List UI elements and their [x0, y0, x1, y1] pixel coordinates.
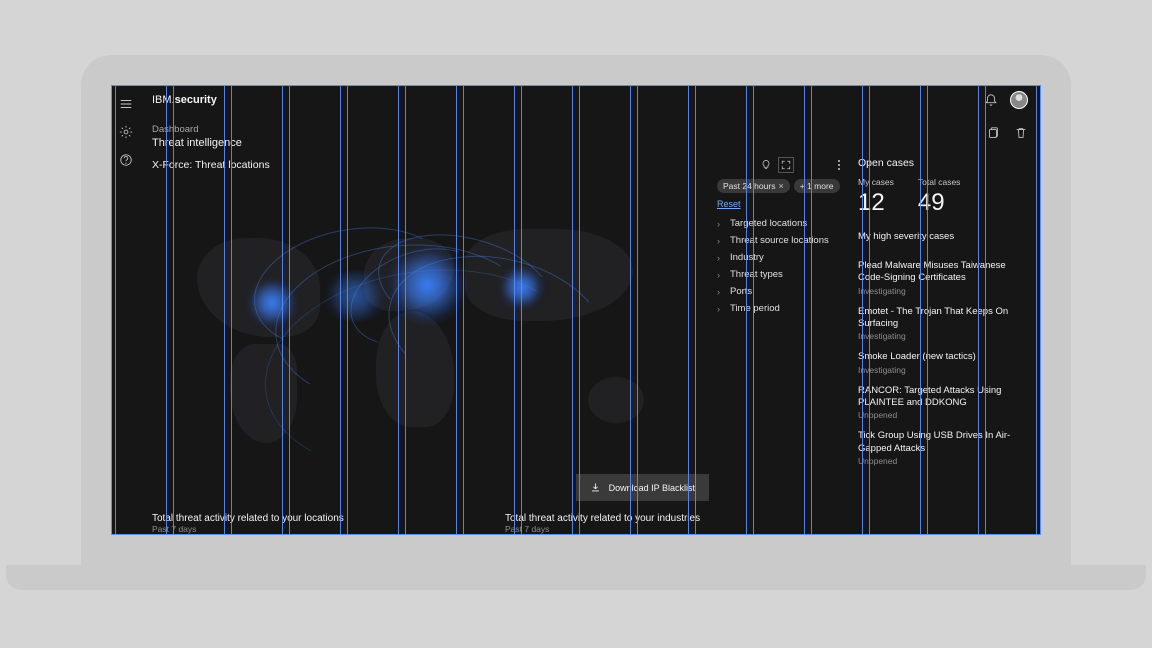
gear-icon[interactable]	[119, 125, 133, 139]
case-item[interactable]: Smoke Loader (new tactics) Investigating	[858, 351, 1028, 374]
chevron-right-icon: ›	[717, 270, 725, 280]
case-title: Plead Malware Misuses Taiwanese Code-Sig…	[858, 260, 1028, 285]
filter-item[interactable]: › Threat source locations	[717, 232, 846, 249]
filter-chip[interactable]: + 1 more	[794, 179, 840, 193]
open-cases-title: Open cases	[858, 157, 1028, 169]
download-blacklist-button[interactable]: Download IP Blacklist	[576, 474, 709, 501]
left-nav-rail	[112, 86, 140, 534]
topbar: IBM.security	[140, 86, 1040, 114]
filter-item[interactable]: › Targeted locations	[717, 215, 846, 232]
metric-value: 49	[918, 189, 961, 217]
brand-prefix: IBM.	[152, 94, 175, 106]
map-section-title: X-Force: Threat locations	[152, 159, 270, 171]
chip-label: Past 24 hours	[723, 181, 775, 191]
page-title: Threat intelligence	[152, 137, 242, 149]
copy-icon[interactable]	[986, 126, 1000, 140]
chevron-right-icon: ›	[717, 287, 725, 297]
filter-label: Threat source locations	[730, 235, 829, 246]
chip-label: + 1 more	[800, 181, 834, 191]
hamburger-icon[interactable]	[119, 97, 133, 111]
card-title: Total threat activity related to your lo…	[152, 513, 493, 524]
breadcrumb: Dashboard Threat intelligence	[140, 114, 1040, 149]
case-title: Smoke Loader (new tactics)	[858, 351, 1028, 363]
page-actions	[986, 124, 1028, 140]
help-icon[interactable]	[119, 153, 133, 167]
map-section-icons	[758, 157, 846, 173]
case-item[interactable]: Tick Group Using USB Drives In Air-Gappe…	[858, 430, 1028, 466]
expand-icon[interactable]	[778, 157, 794, 173]
case-status: Unopened	[858, 456, 1028, 466]
filter-item[interactable]: › Time period	[717, 300, 846, 317]
card-subtitle: Past 7 days	[505, 524, 846, 534]
high-severity-heading: My high severity cases	[858, 231, 1028, 242]
map-panel: X-Force: Threat locations	[152, 157, 846, 534]
overflow-menu-icon[interactable]	[832, 158, 846, 172]
avatar[interactable]	[1010, 91, 1028, 109]
filter-panel: Past 24 hours× + 1 more Reset › Targeted l…	[711, 179, 846, 509]
filter-label: Targeted locations	[730, 218, 807, 229]
filter-label: Time period	[730, 303, 780, 314]
download-blacklist-label: Download IP Blacklist	[609, 483, 695, 493]
screen: IBM.security Dashboard Threat intel	[111, 85, 1041, 535]
metric-label: My cases	[858, 177, 894, 187]
case-title: Emotet - The Trojan That Keeps On Surfac…	[858, 306, 1028, 331]
breadcrumb-parent[interactable]: Dashboard	[152, 124, 242, 135]
main-area: IBM.security Dashboard Threat intel	[140, 86, 1040, 534]
open-cases-panel: Open cases My cases 12 Total cases 49 My hi…	[858, 157, 1028, 534]
metric-label: Total cases	[918, 177, 961, 187]
topbar-right	[984, 91, 1028, 109]
case-item[interactable]: Emotet - The Trojan That Keeps On Surfac…	[858, 306, 1028, 342]
filter-label: Industry	[730, 252, 764, 263]
bottom-card-industries[interactable]: Total threat activity related to your in…	[505, 513, 846, 534]
filter-item[interactable]: › Threat types	[717, 266, 846, 283]
map-section-header: X-Force: Threat locations	[152, 157, 846, 173]
bottom-cards-row: Total threat activity related to your lo…	[152, 509, 846, 534]
trash-icon[interactable]	[1014, 126, 1028, 140]
chip-close-icon[interactable]: ×	[778, 181, 783, 191]
case-status: Investigating	[858, 365, 1028, 375]
case-title: Tick Group Using USB Drives In Air-Gappe…	[858, 430, 1028, 455]
metric: My cases 12	[858, 177, 894, 217]
filter-chip[interactable]: Past 24 hours×	[717, 179, 790, 193]
brand-suffix: security	[175, 94, 217, 106]
chevron-right-icon: ›	[717, 253, 725, 263]
case-status: Investigating	[858, 331, 1028, 341]
lightbulb-icon[interactable]	[758, 157, 774, 173]
filter-item[interactable]: › Industry	[717, 249, 846, 266]
case-list: Plead Malware Misuses Taiwanese Code-Sig…	[858, 260, 1028, 466]
laptop-base	[6, 565, 1146, 590]
case-item[interactable]: RANCOR: Targeted Attacks Using PLAINTEE …	[858, 385, 1028, 421]
notification-icon[interactable]	[984, 93, 998, 107]
map-area: Download IP Blacklist Past 24 hours× + 1 …	[152, 179, 846, 509]
reset-filters-link[interactable]: Reset	[717, 199, 846, 209]
case-status: Unopened	[858, 410, 1028, 420]
bottom-card-locations[interactable]: Total threat activity related to your lo…	[152, 513, 493, 534]
filter-item[interactable]: › Ports	[717, 283, 846, 300]
case-item[interactable]: Plead Malware Misuses Taiwanese Code-Sig…	[858, 260, 1028, 296]
filter-label: Threat types	[730, 269, 783, 280]
filter-list: › Targeted locations › Threat source locati…	[717, 215, 846, 317]
filter-chips: Past 24 hours× + 1 more	[717, 179, 846, 193]
laptop-frame: IBM.security Dashboard Threat intel	[81, 55, 1071, 565]
app-root: IBM.security Dashboard Threat intel	[112, 86, 1040, 534]
chevron-right-icon: ›	[717, 236, 725, 246]
laptop-bezel: IBM.security Dashboard Threat intel	[81, 55, 1071, 565]
metric: Total cases 49	[918, 177, 961, 217]
chevron-right-icon: ›	[717, 304, 725, 314]
brand-mark: IBM.security	[152, 94, 217, 106]
case-metrics: My cases 12 Total cases 49	[858, 177, 1028, 217]
card-title: Total threat activity related to your in…	[505, 513, 846, 524]
case-status: Investigating	[858, 286, 1028, 296]
world-map[interactable]: Download IP Blacklist	[152, 179, 711, 509]
card-subtitle: Past 7 days	[152, 524, 493, 534]
metric-value: 12	[858, 189, 894, 217]
case-title: RANCOR: Targeted Attacks Using PLAINTEE …	[858, 385, 1028, 410]
filter-label: Ports	[730, 286, 752, 297]
chevron-right-icon: ›	[717, 219, 725, 229]
content-row: X-Force: Threat locations	[140, 149, 1040, 534]
